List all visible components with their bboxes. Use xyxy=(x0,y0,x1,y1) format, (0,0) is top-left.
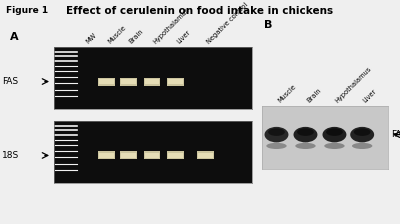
Bar xyxy=(121,153,136,158)
Text: Muscle: Muscle xyxy=(276,84,297,104)
Bar xyxy=(98,151,115,159)
Ellipse shape xyxy=(324,143,345,149)
Bar xyxy=(144,151,160,159)
Bar xyxy=(99,79,114,84)
Ellipse shape xyxy=(295,143,316,149)
Text: Brain: Brain xyxy=(306,88,322,104)
Ellipse shape xyxy=(326,128,343,136)
Bar xyxy=(167,151,184,159)
Ellipse shape xyxy=(350,127,374,142)
Text: MW: MW xyxy=(85,32,98,45)
Text: Negative control: Negative control xyxy=(206,2,249,45)
Text: B: B xyxy=(264,20,272,30)
Text: Liver: Liver xyxy=(362,88,378,104)
Text: Hypothalamus: Hypothalamus xyxy=(152,6,190,45)
Bar xyxy=(121,79,136,84)
Text: Muscle: Muscle xyxy=(106,24,127,45)
Ellipse shape xyxy=(354,128,370,136)
Ellipse shape xyxy=(266,143,287,149)
Bar xyxy=(120,151,137,159)
Text: Brain: Brain xyxy=(128,28,145,45)
Text: 18S: 18S xyxy=(2,151,19,160)
Bar xyxy=(98,78,115,86)
Bar xyxy=(167,78,184,86)
Bar xyxy=(120,78,137,86)
Bar xyxy=(144,153,160,158)
Text: FAS: FAS xyxy=(391,130,400,139)
Ellipse shape xyxy=(352,143,372,149)
Ellipse shape xyxy=(322,127,346,142)
Bar xyxy=(168,153,183,158)
Text: Figure 1: Figure 1 xyxy=(6,6,48,15)
Text: Effect of cerulenin on food intake in chickens: Effect of cerulenin on food intake in ch… xyxy=(66,6,334,16)
Ellipse shape xyxy=(297,128,314,136)
Bar xyxy=(197,151,214,159)
Ellipse shape xyxy=(294,127,318,142)
Bar xyxy=(168,79,183,84)
Text: Liver: Liver xyxy=(176,29,192,45)
Bar xyxy=(198,153,213,158)
Bar xyxy=(144,79,160,84)
Ellipse shape xyxy=(268,128,285,136)
Text: A: A xyxy=(10,32,19,43)
Ellipse shape xyxy=(264,127,288,142)
Text: Hypothalamus: Hypothalamus xyxy=(334,66,373,104)
Bar xyxy=(144,78,160,86)
Text: FAS: FAS xyxy=(2,77,18,86)
Bar xyxy=(99,153,114,158)
